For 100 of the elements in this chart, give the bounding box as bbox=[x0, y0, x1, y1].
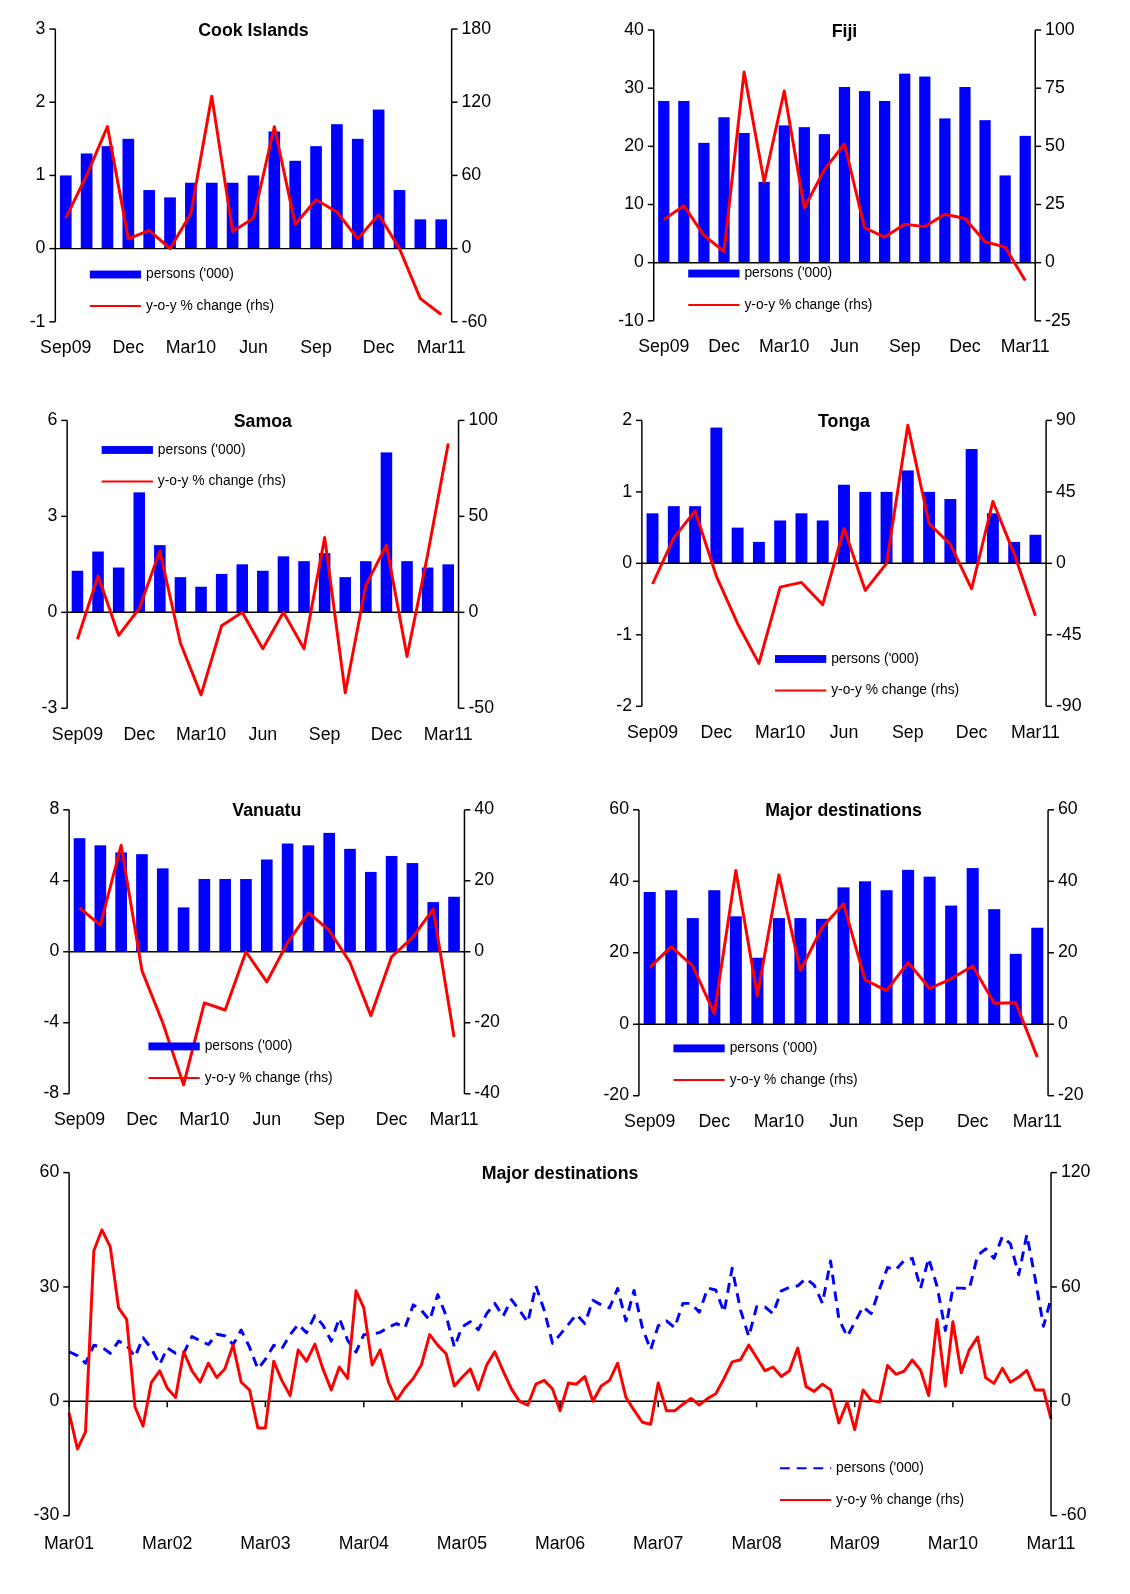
x-tick-label: Mar11 bbox=[1026, 1533, 1076, 1554]
y-tick-label: 20 bbox=[624, 135, 644, 156]
y2-tick-label: 120 bbox=[1060, 1161, 1091, 1182]
y2-tick-label: 100 bbox=[468, 409, 499, 430]
y2-tick-label: -25 bbox=[1045, 309, 1071, 330]
x-tick-label: Sep09 bbox=[53, 1109, 106, 1130]
x-tick-label: Sep bbox=[308, 723, 341, 744]
y-tick-label: -4 bbox=[43, 1011, 60, 1032]
x-tick-label: Dec bbox=[700, 721, 733, 742]
line-series bbox=[75, 441, 450, 697]
legend-label: persons ('000) bbox=[744, 265, 833, 281]
y2-tick-label: 50 bbox=[1045, 135, 1065, 156]
bar bbox=[164, 197, 176, 249]
bar bbox=[859, 881, 872, 1025]
bar bbox=[999, 175, 1011, 263]
bar bbox=[778, 125, 790, 263]
bar bbox=[816, 520, 829, 564]
bar bbox=[177, 907, 190, 952]
bar bbox=[988, 909, 1001, 1025]
bar bbox=[965, 449, 978, 564]
x-tick-label: Mar11 bbox=[429, 1109, 479, 1130]
bar bbox=[277, 556, 290, 613]
chart-title: Samoa bbox=[233, 411, 293, 432]
y-tick-label: 0 bbox=[633, 251, 644, 272]
bar bbox=[372, 109, 385, 249]
y-tick-label: 30 bbox=[624, 76, 644, 97]
bar bbox=[710, 427, 723, 564]
y-tick-label: 2 bbox=[622, 409, 633, 430]
bar bbox=[236, 564, 249, 613]
x-tick-label: Mar01 bbox=[43, 1533, 95, 1554]
y-tick-label: 4 bbox=[49, 869, 60, 890]
line-series bbox=[78, 843, 456, 1087]
bar bbox=[901, 470, 914, 564]
bar bbox=[859, 491, 872, 564]
y-tick-label: -8 bbox=[43, 1082, 60, 1103]
bar bbox=[364, 871, 377, 952]
y-tick-label: -20 bbox=[603, 1084, 630, 1105]
x-tick-label: Jun bbox=[829, 1111, 858, 1132]
y-tick-label: 8 bbox=[49, 798, 60, 819]
x-tick-label: Dec bbox=[708, 336, 740, 357]
bar bbox=[665, 890, 678, 1025]
bar bbox=[323, 832, 336, 952]
bar bbox=[257, 570, 269, 613]
bar bbox=[198, 879, 211, 952]
x-tick-label: Dec bbox=[362, 337, 395, 358]
x-tick-label: Sep09 bbox=[40, 337, 92, 358]
legend-label: y-o-y % change (rhs) bbox=[836, 1491, 965, 1507]
line-series bbox=[64, 94, 443, 316]
bar bbox=[205, 182, 218, 249]
bar bbox=[880, 890, 893, 1025]
x-tick-label: Sep bbox=[892, 1111, 925, 1132]
y2-tick-label: 20 bbox=[474, 869, 495, 890]
x-tick-label: Mar11 bbox=[416, 337, 466, 358]
x-tick-label: Sep09 bbox=[624, 1111, 676, 1132]
bar bbox=[310, 146, 322, 249]
bar bbox=[1029, 534, 1042, 564]
y2-tick-label: 0 bbox=[1060, 1390, 1071, 1411]
bar bbox=[774, 520, 787, 564]
legend-label: persons ('000) bbox=[146, 266, 234, 282]
x-tick-label: Jun bbox=[252, 1109, 282, 1130]
y2-tick-label: 90 bbox=[1055, 409, 1076, 430]
x-tick-label: Mar10 bbox=[755, 721, 806, 742]
legend-label: persons ('000) bbox=[831, 650, 919, 666]
y-tick-label: 3 bbox=[35, 17, 46, 38]
bar bbox=[133, 492, 146, 613]
x-tick-label: Mar03 bbox=[240, 1533, 291, 1554]
x-tick-label: Dec bbox=[956, 1111, 989, 1132]
bar bbox=[731, 527, 744, 564]
bar bbox=[686, 918, 699, 1025]
y2-tick-label: 0 bbox=[1057, 1012, 1068, 1033]
bar bbox=[136, 854, 148, 952]
bar bbox=[331, 124, 343, 249]
bar bbox=[240, 879, 252, 952]
bar bbox=[219, 879, 231, 952]
bar bbox=[156, 868, 169, 952]
y-tick-label: 0 bbox=[47, 601, 58, 622]
x-tick-label: Sep09 bbox=[51, 723, 104, 744]
y-tick-label: 40 bbox=[624, 18, 644, 39]
bar bbox=[966, 868, 979, 1025]
y2-tick-label: 20 bbox=[1057, 941, 1078, 962]
x-tick-label: Mar10 bbox=[753, 1111, 805, 1132]
legend-label: y-o-y % change (rhs) bbox=[744, 296, 873, 312]
bar bbox=[442, 564, 454, 613]
y2-tick-label: 100 bbox=[1045, 18, 1075, 39]
x-tick-label: Mar04 bbox=[338, 1533, 390, 1554]
bar bbox=[401, 561, 413, 613]
bar bbox=[678, 100, 690, 263]
bar bbox=[945, 905, 958, 1025]
bar bbox=[302, 845, 315, 952]
bar bbox=[414, 219, 427, 249]
bar bbox=[122, 138, 135, 249]
x-tick-label: Sep bbox=[313, 1109, 346, 1130]
y2-tick-label: -20 bbox=[1057, 1084, 1084, 1105]
y-tick-label: 60 bbox=[609, 798, 630, 819]
x-tick-label: Dec bbox=[123, 723, 156, 744]
bar bbox=[112, 567, 125, 613]
y2-tick-label: 0 bbox=[1055, 552, 1066, 573]
y2-tick-label: 60 bbox=[461, 164, 482, 185]
bar bbox=[298, 561, 310, 613]
x-tick-label: Dec bbox=[955, 721, 988, 742]
